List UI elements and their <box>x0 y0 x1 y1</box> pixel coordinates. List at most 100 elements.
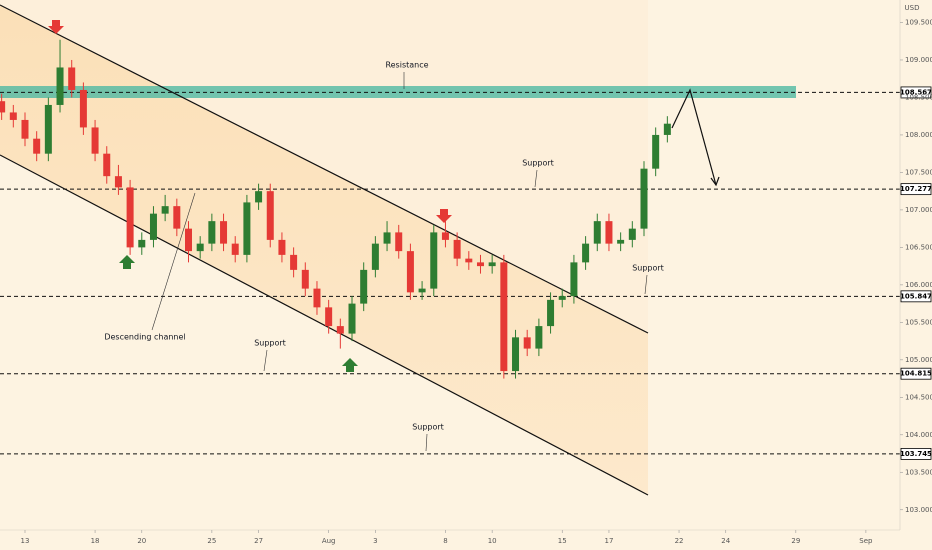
candle-body <box>465 258 473 263</box>
sell-arrow <box>436 209 452 223</box>
pointer <box>263 349 268 372</box>
candle-body <box>196 243 204 252</box>
candle-body <box>640 168 648 229</box>
x-tick-label: 15 <box>558 537 567 545</box>
candle-body <box>628 228 636 240</box>
candle-body <box>231 243 239 255</box>
upper-fill <box>0 0 648 333</box>
candle-body <box>652 134 660 169</box>
candle-body <box>430 232 438 289</box>
x-tick-label: 25 <box>207 537 216 545</box>
channel-lower <box>0 154 649 496</box>
candle-body <box>547 299 555 327</box>
level-box <box>900 367 932 380</box>
x-tick-label: 17 <box>604 537 613 545</box>
resistance-zone <box>0 86 796 98</box>
level-label: 104.815 <box>900 370 932 378</box>
x-tick-label: 13 <box>21 537 30 545</box>
level-label: 108.567 <box>900 88 932 96</box>
candle-body <box>383 232 391 244</box>
candle-body <box>360 269 368 304</box>
candle-body <box>617 239 625 244</box>
candle-body <box>663 123 671 135</box>
level-box <box>900 86 932 99</box>
x-tick-label: Sep <box>859 537 873 545</box>
pointer <box>425 433 428 452</box>
x-tick-label: Aug <box>322 537 336 545</box>
candle-body <box>325 307 333 327</box>
levels: 108.567 107.277 105.847 104.815 103.745 <box>0 86 932 460</box>
candle-body <box>44 104 52 154</box>
candle-body <box>114 176 122 188</box>
candle-body <box>255 191 263 203</box>
annotation: Descending channel <box>104 333 185 342</box>
x-tick-label: 18 <box>91 537 100 545</box>
y-tick-label: 109.000 <box>905 56 932 64</box>
x-tick-label: 22 <box>675 537 684 545</box>
x-tick-label: 29 <box>791 537 800 545</box>
candle-body <box>138 239 146 248</box>
candle-body <box>68 67 76 90</box>
candle-body <box>301 269 309 289</box>
level-box <box>900 290 932 303</box>
y-tick-label: 106.000 <box>905 281 932 289</box>
x-tick-label: 24 <box>721 537 730 545</box>
candle-body <box>523 337 531 349</box>
level-box <box>900 183 932 196</box>
x-tick-label: 27 <box>254 537 263 545</box>
candle-body <box>570 262 578 297</box>
y-tick-label: 104.500 <box>905 393 932 401</box>
candle-body <box>500 262 508 372</box>
candles <box>0 39 671 379</box>
pointer <box>534 169 538 188</box>
y-tick-label: 107.000 <box>905 206 932 214</box>
buy-arrow <box>119 255 135 269</box>
y-tick-label: 103.000 <box>905 506 932 514</box>
y-tick-label: 106.500 <box>905 243 932 251</box>
projection-head <box>710 176 720 187</box>
x-tick-label: 3 <box>373 537 377 545</box>
y-tick-label: 107.500 <box>905 168 932 176</box>
y-tick-label: 105.500 <box>905 318 932 326</box>
candle-body <box>79 89 87 128</box>
channel-fill <box>0 5 648 495</box>
candle-body <box>91 127 99 154</box>
level-label: 103.745 <box>900 450 932 458</box>
candle-body <box>348 303 356 334</box>
candle-body <box>56 67 64 105</box>
y-tick-label: 103.500 <box>905 468 932 476</box>
candle-body <box>126 187 134 248</box>
candle-body <box>605 221 613 244</box>
pointer <box>644 274 648 295</box>
candle-body <box>220 221 228 244</box>
candle-body <box>593 221 601 244</box>
annotation: Support <box>254 339 286 348</box>
x-tick-label: 8 <box>443 537 447 545</box>
y-tick-label: 104.000 <box>905 431 932 439</box>
y-tick-label: 108.500 <box>905 93 932 101</box>
annotation: Support <box>412 423 444 432</box>
y-tick-label: 109.500 <box>905 18 932 26</box>
candle-body <box>476 262 484 267</box>
candle-body <box>371 243 379 270</box>
candle-body <box>243 202 251 255</box>
annotation: Resistance <box>385 61 428 70</box>
annotation: Support <box>632 264 664 273</box>
candle-body <box>161 206 169 214</box>
candle-body <box>336 326 344 334</box>
candle-body <box>488 262 496 267</box>
candle-body <box>266 191 274 240</box>
candle-body <box>535 326 543 349</box>
candle-body <box>558 296 566 300</box>
y-tick-label: 105.000 <box>905 356 932 364</box>
currency: USD <box>905 4 920 12</box>
sell-arrow <box>48 20 64 34</box>
level-box <box>900 448 932 460</box>
projection <box>671 88 717 186</box>
candle-body <box>208 221 216 244</box>
candle-body <box>290 254 298 270</box>
candle-body <box>406 251 414 293</box>
candle-body <box>0 101 6 113</box>
